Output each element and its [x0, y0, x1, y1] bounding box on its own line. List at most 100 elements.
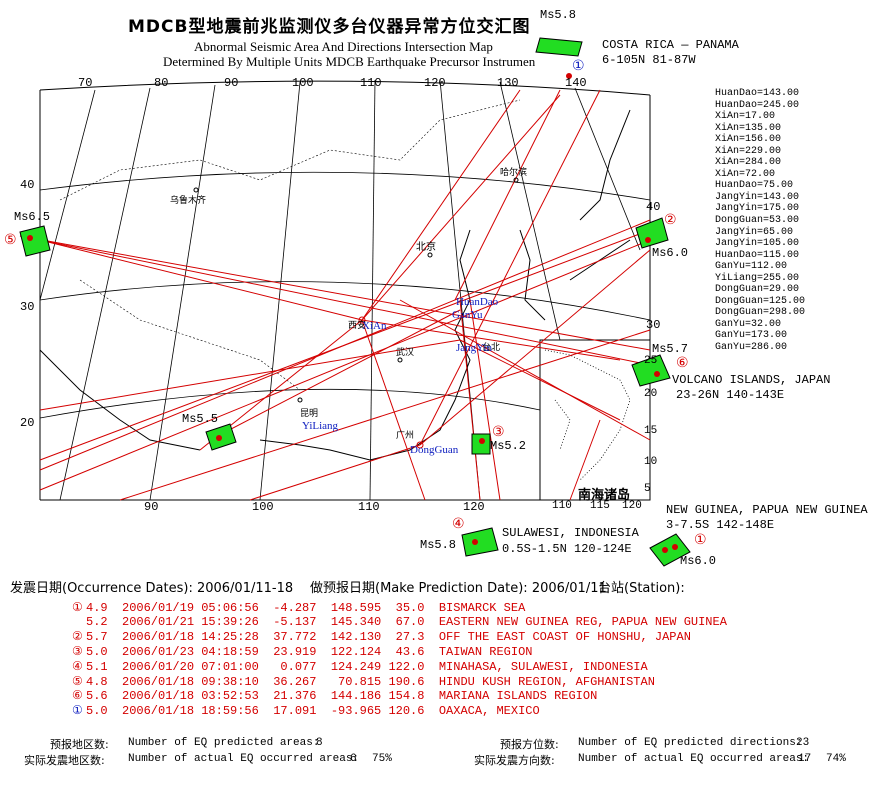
area-mag-west: Ms6.5 [14, 210, 51, 224]
area-japan [635, 217, 669, 249]
city-label-kunming: 昆明 [300, 409, 319, 419]
inset-lat-tick: 20 [644, 388, 658, 400]
meridian-110 [369, 79, 376, 501]
azimuth-line [454, 89, 561, 301]
station-label-dongguan: DongGuan [410, 444, 459, 456]
inset-lat-tick: 15 [644, 425, 658, 437]
station-label: 台站(Station): [598, 581, 685, 596]
area-costa-rica [535, 37, 583, 57]
azimuth-entry: HuanDao=245.00 [715, 99, 800, 111]
azimuth-entry: XiAn=229.00 [715, 145, 782, 157]
city-label-urumqi: 乌鲁木齐 [170, 196, 207, 206]
azimuth-entry: DongGuan=125.00 [715, 295, 806, 307]
event-dot [645, 237, 651, 243]
azimuth-line [361, 89, 521, 321]
event-marker: ① [72, 702, 83, 717]
event-dot [654, 371, 660, 377]
event-marker: ② [72, 629, 83, 644]
meridian-70 [39, 89, 96, 301]
event-marker: ⑥ [72, 688, 83, 703]
lat-tick-left: 30 [20, 300, 35, 314]
predicted-dirs-val: 23 [796, 737, 810, 749]
city-dot [427, 252, 433, 258]
city-label-harbin: 哈尔滨 [500, 168, 528, 178]
azimuth-entry: JangYin=105.00 [715, 238, 800, 250]
area-png [649, 533, 691, 567]
azimuth-entry: HuanDao=75.00 [715, 180, 794, 192]
azimuth-entry: XiAn=17.00 [715, 111, 776, 123]
event-row: ⑤ 4.8 2006/01/18 09:38:10 36.267 70.815 1… [72, 674, 655, 689]
azimuth-entry: HuanDao=115.00 [715, 249, 800, 261]
occurrence-dates: 发震日期(Occurrence Dates): 2006/01/11-18 [10, 581, 294, 596]
city-label-taipei: 台北 [482, 343, 501, 353]
azimuth-entry: GanYu=32.00 [715, 318, 782, 330]
meridian-90 [149, 84, 216, 501]
area-marker-west: ⑤ [4, 232, 17, 248]
area-name-volcano: VOLCANO ISLANDS, JAPAN [672, 373, 831, 387]
inset-lon-tick: 120 [622, 500, 642, 512]
event-dot [216, 435, 222, 441]
event-text: 5.2 2006/01/21 15:39:26 -5.137 145.340 6… [86, 614, 727, 629]
city-label-wuhan: 武汉 [396, 348, 415, 358]
predicted-areas-val: 8 [316, 737, 323, 749]
city-label-beijing: 北京 [416, 242, 436, 253]
azimuth-line [39, 239, 651, 491]
area-volcano [631, 354, 671, 387]
inset-lon-tick: 110 [552, 500, 572, 512]
azimuth-line [19, 235, 651, 351]
map-subtitle-2: Determined By Multiple Units MDCB Earthq… [163, 54, 536, 69]
coastline-india [39, 349, 201, 451]
actual-areas-val: 6 [350, 753, 357, 765]
area-mag-japan: Ms6.0 [652, 246, 689, 260]
event-dot [672, 544, 678, 550]
event-marker: ① [72, 600, 83, 614]
azimuth-entry: DongGuan=53.00 [715, 215, 800, 227]
inset-coastline [544, 349, 631, 481]
azimuth-entry: JangYin=175.00 [715, 203, 800, 215]
event-row: ① 4.9 2006/01/19 05:06:56 -4.287 148.595 … [72, 600, 525, 615]
event-marker: ④ [72, 658, 83, 673]
azimuth-line [39, 339, 461, 411]
azimuth-line [361, 94, 561, 321]
map-subtitle-1: Abnormal Seismic Area And Directions Int… [194, 39, 493, 54]
area-marker-volcano: ⑥ [676, 355, 689, 371]
inset-lat-tick: 5 [644, 483, 651, 495]
event-text: 5.1 2006/01/20 07:01:00 0.077 124.249 12… [86, 659, 648, 674]
area-mag-costa-rica: Ms5.8 [540, 8, 577, 22]
azimuth-line [399, 299, 651, 441]
actual-dirs-en: Number of actual EQ occurred areas: [578, 753, 810, 765]
area-marker-taiwan: ③ [492, 424, 505, 440]
lon-tick-bottom: 100 [252, 500, 274, 514]
inset-lat-tick: 25 [644, 355, 658, 367]
event-text: 4.8 2006/01/18 09:38:10 36.267 70.815 19… [86, 674, 655, 689]
actual-dirs-cn: 实际发震方向数: [474, 754, 555, 767]
lon-tick-top: 70 [78, 76, 93, 90]
event-dot [472, 539, 478, 545]
azimuth-line [419, 89, 601, 446]
area-range-costa-rica: 6-105N 81-87W [602, 53, 696, 67]
area-range-volcano: 23-26N 140-143E [676, 388, 785, 402]
area-marker-costa-rica: ① [572, 58, 585, 74]
area-sulawesi [461, 527, 499, 557]
event-marker: ③ [72, 644, 83, 659]
station-label-jangyin: JangYin [456, 342, 493, 354]
area-mag-png: Ms6.0 [680, 554, 717, 568]
station-label-huandao: HuanDao [456, 296, 499, 308]
event-dot [479, 438, 485, 444]
inset-lat-tick: 10 [644, 456, 658, 468]
azimuth-line [209, 309, 461, 441]
predicted-dirs-cn: 预报方位数: [500, 738, 559, 751]
lon-tick-top: 130 [497, 76, 519, 90]
lon-tick-bottom: 90 [144, 500, 159, 514]
azimuth-entry: YiLiang=255.00 [715, 272, 800, 284]
area-mag-volcano: Ms5.7 [652, 342, 689, 356]
station-label-xian: XiAn [362, 320, 387, 332]
actual-areas-pct: 75% [372, 753, 392, 765]
lon-tick-bottom: 110 [358, 500, 380, 514]
area-mag-myanmar: Ms5.5 [182, 412, 219, 426]
area-name-sulawesi: SULAWESI, INDONESIA [502, 526, 639, 540]
city-dot [193, 187, 199, 193]
actual-areas-cn: 实际发震地区数: [24, 754, 105, 767]
actual-areas-en: Number of actual EQ occurred areas: [128, 753, 360, 765]
